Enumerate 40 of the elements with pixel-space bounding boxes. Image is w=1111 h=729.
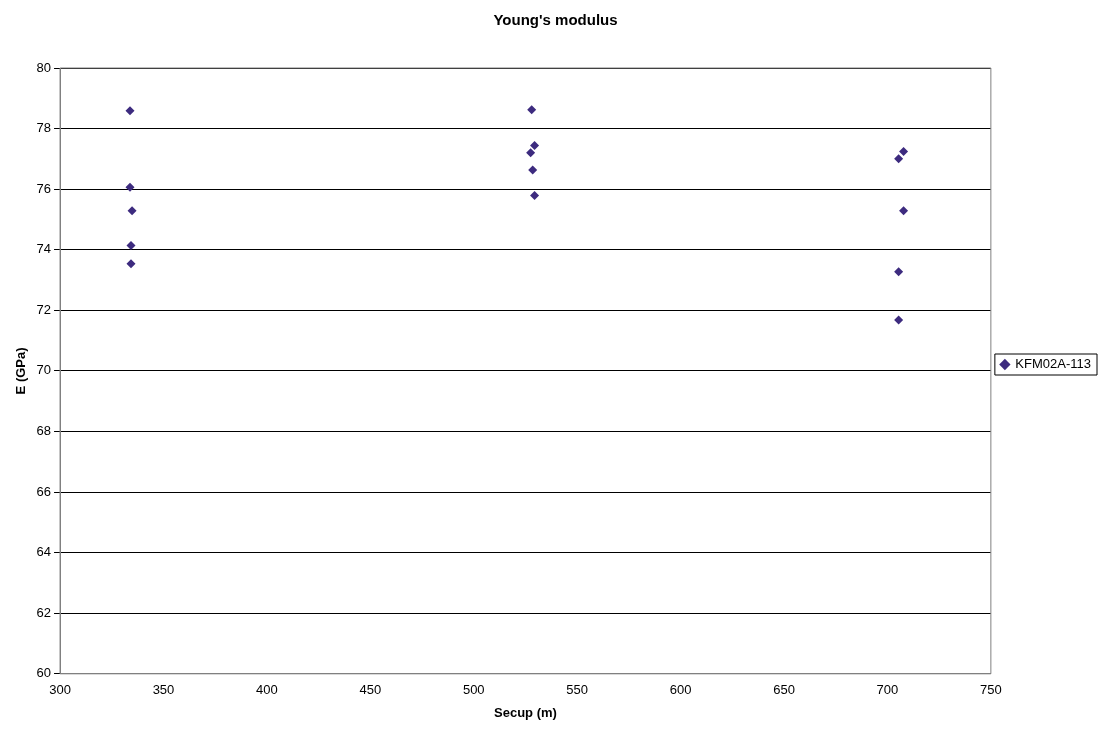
x-tick-label: 750 [980,682,1002,698]
y-tick-label: 76 [36,180,52,196]
x-tick-label: 550 [566,682,589,698]
y-tick-label: 74 [36,241,52,257]
point [894,154,904,164]
point [528,165,538,175]
x-tick-label: 350 [152,682,175,698]
y-tick-label: 60 [36,665,52,681]
y-tick-label: 70 [36,362,52,378]
x-tick-label: 450 [359,682,382,698]
point [126,259,136,269]
y-tick-label: 64 [36,544,52,560]
x-tick-label: 600 [669,682,692,698]
x-tick-label: 400 [256,682,278,698]
x-axis-title: Secup (m) [494,704,557,720]
chart-title: Young's modulus [493,11,618,29]
point [125,106,135,116]
point [894,315,904,325]
point [126,241,136,250]
point [527,105,537,115]
y-tick-label: 72 [36,301,52,317]
y-tick-label: 66 [36,483,52,499]
point [127,206,137,216]
x-tick-label: 500 [462,682,485,698]
y-tick-label: 68 [36,423,52,439]
point [530,191,540,201]
point [894,267,904,277]
x-tick-label: 700 [876,682,899,698]
x-tick-label: 650 [773,682,795,698]
y-tick-label: 80 [36,59,52,75]
legend-label: KFM02A-113 [1015,356,1092,372]
y-tick-label: 78 [36,120,52,136]
point [125,182,135,192]
point [899,206,909,216]
point [526,148,536,158]
x-tick-label: 300 [49,682,71,698]
y-tick-label: 62 [36,604,52,620]
y-axis-title: E (GPa) [13,347,29,395]
point [899,147,909,157]
point [530,141,540,151]
